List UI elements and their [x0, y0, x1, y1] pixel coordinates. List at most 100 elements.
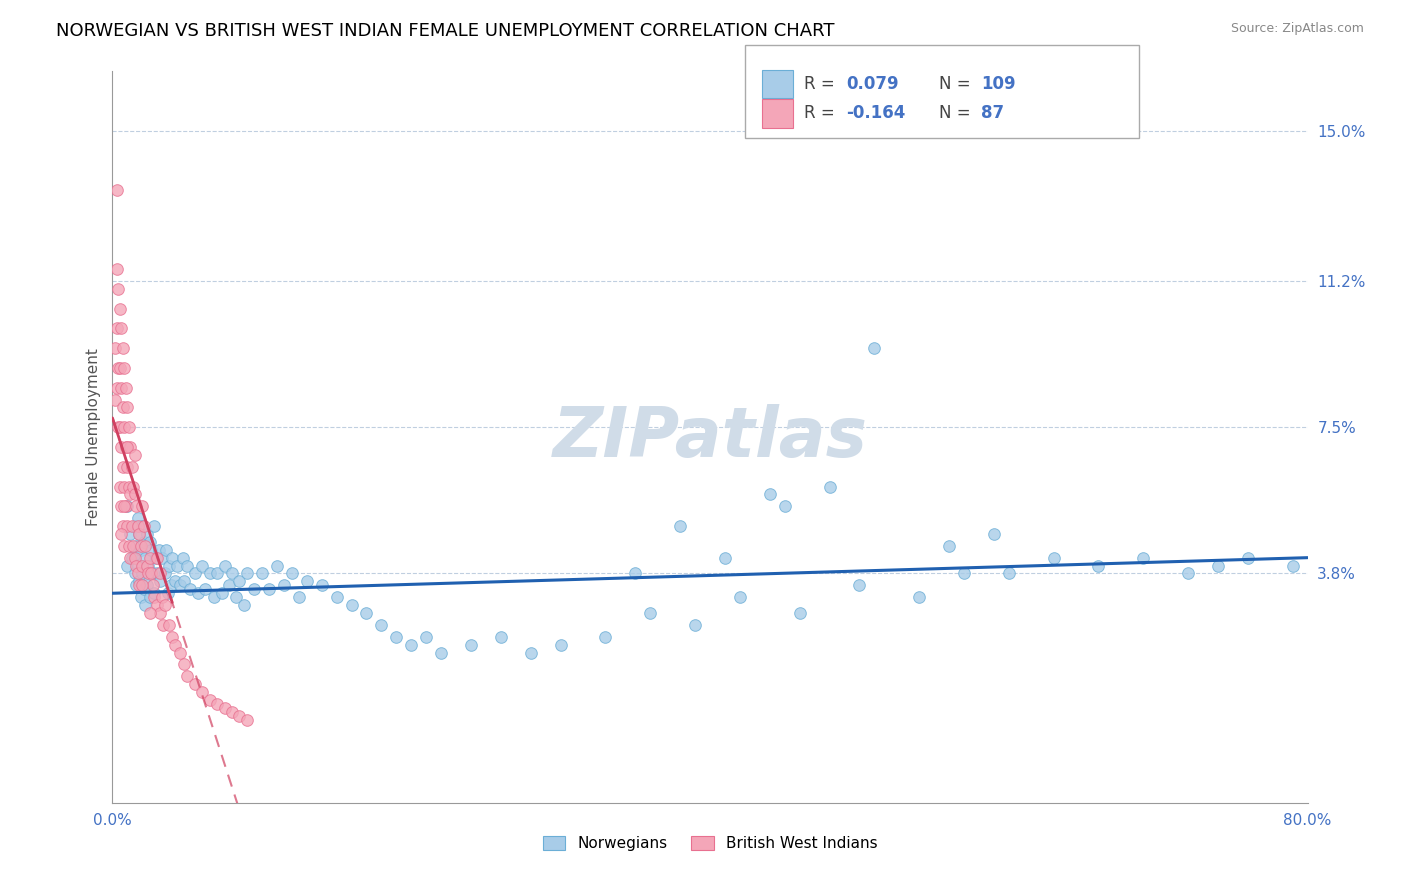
Point	[953, 566, 976, 581]
Point	[273, 578, 295, 592]
Point	[121, 519, 143, 533]
Point	[129, 591, 152, 605]
Point	[166, 558, 188, 573]
Point	[194, 582, 217, 597]
Point	[125, 500, 148, 514]
Point	[115, 500, 138, 514]
Point	[128, 574, 150, 589]
Point	[1237, 550, 1260, 565]
Point	[135, 558, 157, 573]
Point	[138, 558, 160, 573]
Point	[863, 341, 886, 355]
Point	[169, 578, 191, 592]
Point	[669, 519, 692, 533]
Point	[117, 459, 139, 474]
Point	[221, 705, 243, 719]
Point	[124, 487, 146, 501]
Point	[520, 646, 543, 660]
Point	[131, 519, 153, 533]
Point	[134, 550, 156, 565]
Point	[107, 420, 129, 434]
Point	[111, 401, 134, 415]
Point	[156, 586, 179, 600]
Point	[117, 500, 139, 514]
Point	[105, 183, 128, 197]
Point	[138, 566, 160, 581]
Point	[165, 574, 187, 589]
Point	[225, 591, 247, 605]
Point	[142, 566, 165, 581]
Point	[124, 519, 146, 533]
Point	[162, 630, 183, 644]
Point	[108, 360, 131, 375]
Point	[114, 539, 135, 553]
Point	[214, 701, 236, 715]
Point	[1087, 558, 1109, 573]
Point	[595, 630, 617, 644]
Point	[157, 558, 180, 573]
Point	[104, 392, 127, 407]
Point	[153, 598, 176, 612]
Point	[149, 574, 172, 589]
Point	[325, 591, 347, 605]
Point	[311, 578, 333, 592]
Point	[162, 550, 183, 565]
Point	[111, 519, 134, 533]
Text: 0.079: 0.079	[846, 75, 898, 93]
Text: NORWEGIAN VS BRITISH WEST INDIAN FEMALE UNEMPLOYMENT CORRELATION CHART: NORWEGIAN VS BRITISH WEST INDIAN FEMALE …	[56, 22, 835, 40]
Point	[128, 527, 150, 541]
Point	[111, 459, 134, 474]
Point	[125, 539, 148, 553]
Point	[118, 539, 141, 553]
Point	[143, 591, 166, 605]
Point	[114, 479, 135, 493]
Point	[131, 558, 153, 573]
Point	[430, 646, 453, 660]
Point	[131, 578, 153, 592]
Point	[127, 519, 149, 533]
Point	[107, 282, 129, 296]
Point	[250, 566, 273, 581]
Point	[150, 591, 173, 605]
Point	[187, 586, 209, 600]
Point	[172, 550, 194, 565]
Point	[214, 558, 236, 573]
Point	[114, 420, 135, 434]
Point	[146, 598, 169, 612]
Legend: Norwegians, British West Indians: Norwegians, British West Indians	[537, 830, 883, 857]
Point	[110, 440, 132, 454]
Point	[132, 534, 155, 549]
Point	[120, 527, 142, 541]
Point	[243, 582, 266, 597]
Point	[998, 566, 1021, 581]
Point	[191, 558, 214, 573]
Point	[773, 500, 796, 514]
Point	[789, 606, 811, 620]
Point	[415, 630, 437, 644]
Point	[122, 539, 145, 553]
Text: 87: 87	[981, 104, 1004, 122]
Point	[135, 578, 157, 592]
Point	[128, 578, 150, 592]
Point	[145, 550, 167, 565]
Point	[110, 500, 132, 514]
Point	[938, 539, 960, 553]
Point	[118, 420, 141, 434]
Point	[281, 566, 304, 581]
Point	[139, 534, 162, 549]
Point	[122, 479, 145, 493]
Point	[550, 638, 572, 652]
Point	[117, 519, 139, 533]
Point	[191, 685, 214, 699]
Point	[121, 550, 143, 565]
Point	[624, 566, 647, 581]
Point	[111, 341, 134, 355]
Point	[143, 586, 166, 600]
Point	[125, 558, 148, 573]
Point	[114, 500, 135, 514]
Point	[110, 527, 132, 541]
Point	[110, 321, 132, 335]
Point	[236, 713, 259, 727]
Point	[117, 401, 139, 415]
Point	[683, 618, 706, 632]
